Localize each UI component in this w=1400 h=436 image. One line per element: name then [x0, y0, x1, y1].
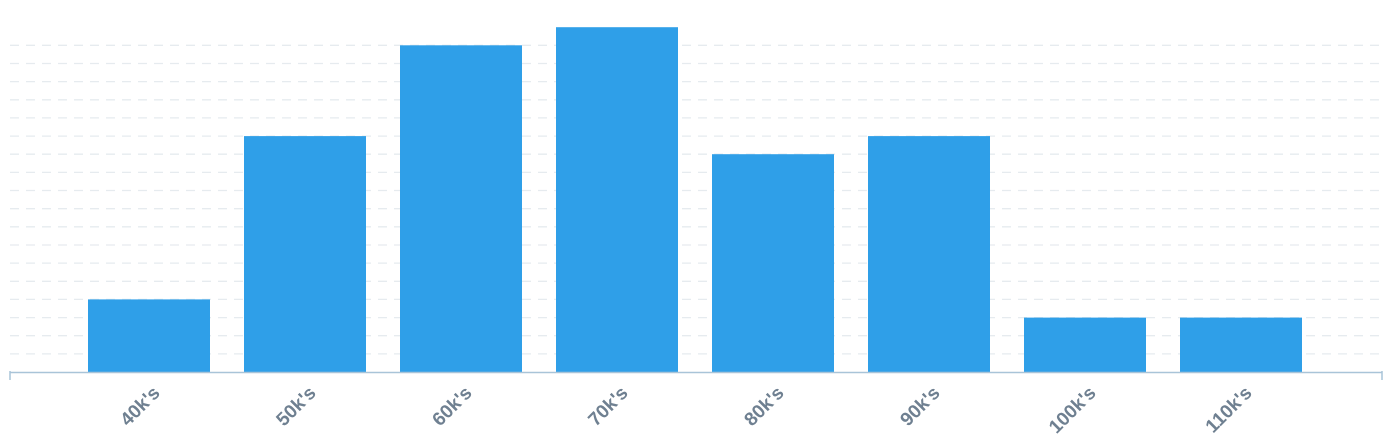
x-axis	[9, 371, 1383, 380]
x-tick-label: 70k's	[585, 383, 633, 431]
x-tick-labels: 40k's 50k's 60k's 70k's 80k's 90k's 100k's 110k…	[117, 383, 1257, 436]
bar-80ks[interactable]	[712, 154, 834, 372]
bars	[88, 27, 1302, 373]
x-tick-label: 40k's	[117, 383, 165, 431]
x-tick-label: 90k's	[897, 383, 945, 431]
bar-100ks[interactable]	[1024, 317, 1146, 372]
x-tick-label: 100k's	[1045, 383, 1100, 436]
x-tick-label: 80k's	[741, 383, 789, 431]
bar-50ks[interactable]	[244, 136, 366, 372]
bar-110ks[interactable]	[1180, 317, 1302, 372]
bar-70ks[interactable]	[556, 27, 678, 372]
x-tick-label: 50k's	[273, 383, 321, 431]
x-tick-label: 110k's	[1202, 383, 1257, 436]
bar-40ks[interactable]	[88, 299, 210, 372]
gridlines	[10, 44, 1382, 355]
bar-60ks[interactable]	[400, 45, 522, 373]
bar-90ks[interactable]	[868, 136, 990, 372]
x-tick-label: 60k's	[429, 383, 477, 431]
